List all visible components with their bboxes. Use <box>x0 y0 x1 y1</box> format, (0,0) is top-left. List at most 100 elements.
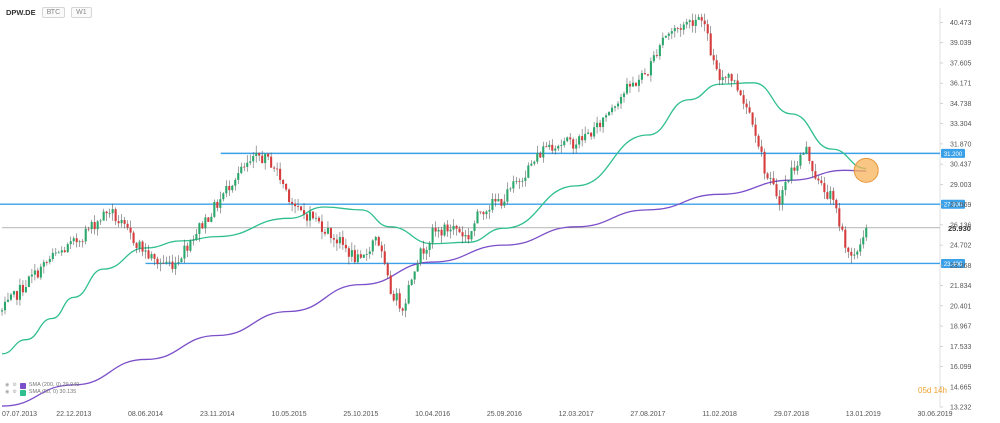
candle-body <box>700 17 703 21</box>
legend-item-sma50[interactable]: ◉ ⚙ SMA (50, 0) 30.135 <box>5 389 79 396</box>
instrument-chip[interactable]: ВТС <box>41 6 66 18</box>
candle-body <box>165 261 168 264</box>
candle-body <box>506 189 509 202</box>
candle-body <box>536 153 539 162</box>
candle-body <box>470 231 473 240</box>
candle-body <box>545 146 548 148</box>
candle-body <box>476 211 479 224</box>
y-tick-label: 40.473 <box>950 20 972 27</box>
timeframe-chip[interactable]: W1 <box>71 6 92 18</box>
candle-body <box>778 196 781 205</box>
candle-body <box>548 144 551 148</box>
legend-label: SMA (50, 0) 30.135 <box>28 389 77 395</box>
candle-body <box>311 211 315 219</box>
candle-body <box>75 238 78 243</box>
y-tick-label: 16.099 <box>950 364 972 371</box>
candle-body <box>320 221 324 232</box>
candle-body <box>670 31 673 34</box>
candle-body <box>581 136 584 141</box>
candle-body <box>853 254 856 256</box>
sma200-line <box>1 169 867 407</box>
candle-body <box>781 190 784 205</box>
candle-body <box>231 185 234 191</box>
candle-body <box>195 233 198 241</box>
candle-body <box>204 217 207 229</box>
candle-body <box>141 241 144 252</box>
candle-body <box>697 17 700 20</box>
candle-body <box>338 237 341 244</box>
candle-body <box>796 165 799 171</box>
candle-body <box>587 132 590 134</box>
gear-icon[interactable]: ⚙ <box>12 382 17 388</box>
candle-body <box>763 151 766 174</box>
candle-body <box>341 237 344 245</box>
candle-body <box>823 183 826 193</box>
candle-body <box>362 254 365 258</box>
y-tick-label: 39.039 <box>950 40 972 47</box>
y-tick-label: 37.605 <box>950 60 972 67</box>
gear-icon[interactable]: ⚙ <box>12 389 17 395</box>
candle-body <box>317 217 321 222</box>
candle-body <box>326 228 329 234</box>
candle-body <box>63 250 66 253</box>
symbol-label[interactable]: DPW.DE <box>6 7 36 17</box>
candle-body <box>503 201 506 206</box>
sma50-line <box>1 82 867 355</box>
x-tick-label: 10.04.2016 <box>415 411 450 418</box>
candle-body <box>739 90 742 96</box>
candle-body <box>261 155 264 164</box>
candle-body <box>99 220 102 222</box>
y-tick-label: 31.870 <box>950 141 972 148</box>
eye-icon[interactable]: ◉ <box>5 382 10 388</box>
candle-body <box>413 271 416 280</box>
y-tick-label: 36.171 <box>950 81 972 88</box>
candle-body <box>530 163 533 166</box>
candle-body <box>150 254 153 259</box>
candle-body <box>171 261 174 270</box>
candle-body <box>832 190 835 200</box>
legend-label: SMA (200, 0) 29.949 <box>28 382 80 388</box>
candle-body <box>542 146 545 158</box>
candle-body <box>799 154 802 166</box>
candle-body <box>676 28 679 29</box>
x-tick-label: 27.08.2017 <box>630 411 665 418</box>
candle-body <box>428 242 431 250</box>
legend-item-sma200[interactable]: ◉ ⚙ SMA (200, 0) 29.949 <box>5 382 79 389</box>
candle-body <box>829 190 832 199</box>
candle-body <box>177 262 180 264</box>
candle-body <box>461 232 464 237</box>
x-tick-label: 23.11.2014 <box>200 411 235 418</box>
sma200-series <box>1 169 867 407</box>
x-tick-label: 07.07.2013 <box>2 411 37 418</box>
candle-body <box>721 77 724 81</box>
candle-body <box>742 95 745 104</box>
candle-body <box>3 301 7 311</box>
legend-swatch <box>19 389 26 396</box>
candle-body <box>377 237 380 246</box>
candle-body <box>282 179 285 184</box>
eye-icon[interactable]: ◉ <box>5 389 10 395</box>
candle-body <box>850 251 853 256</box>
candle-body <box>69 241 72 245</box>
candle-body <box>847 247 850 252</box>
candle-body <box>114 209 117 222</box>
candle-body <box>168 261 171 263</box>
candle-body <box>790 167 793 181</box>
candle-body <box>593 127 596 137</box>
candle-body <box>6 299 10 302</box>
candle-body <box>557 145 560 149</box>
y-tick-label: 27.569 <box>950 202 972 209</box>
candle-body <box>859 244 862 252</box>
candle-body <box>649 61 652 76</box>
candle-body <box>613 106 617 108</box>
candle-body <box>826 192 829 199</box>
candle-body <box>817 178 820 181</box>
candle-body <box>619 97 623 104</box>
candle-body <box>769 178 772 179</box>
candle-body <box>279 168 282 180</box>
candle-body <box>521 180 524 182</box>
indicator-legend: ◉ ⚙ SMA (200, 0) 29.949 ◉ ⚙ SMA (50, 0) … <box>5 382 79 396</box>
candle-body <box>162 262 165 264</box>
candle-body <box>401 308 404 311</box>
